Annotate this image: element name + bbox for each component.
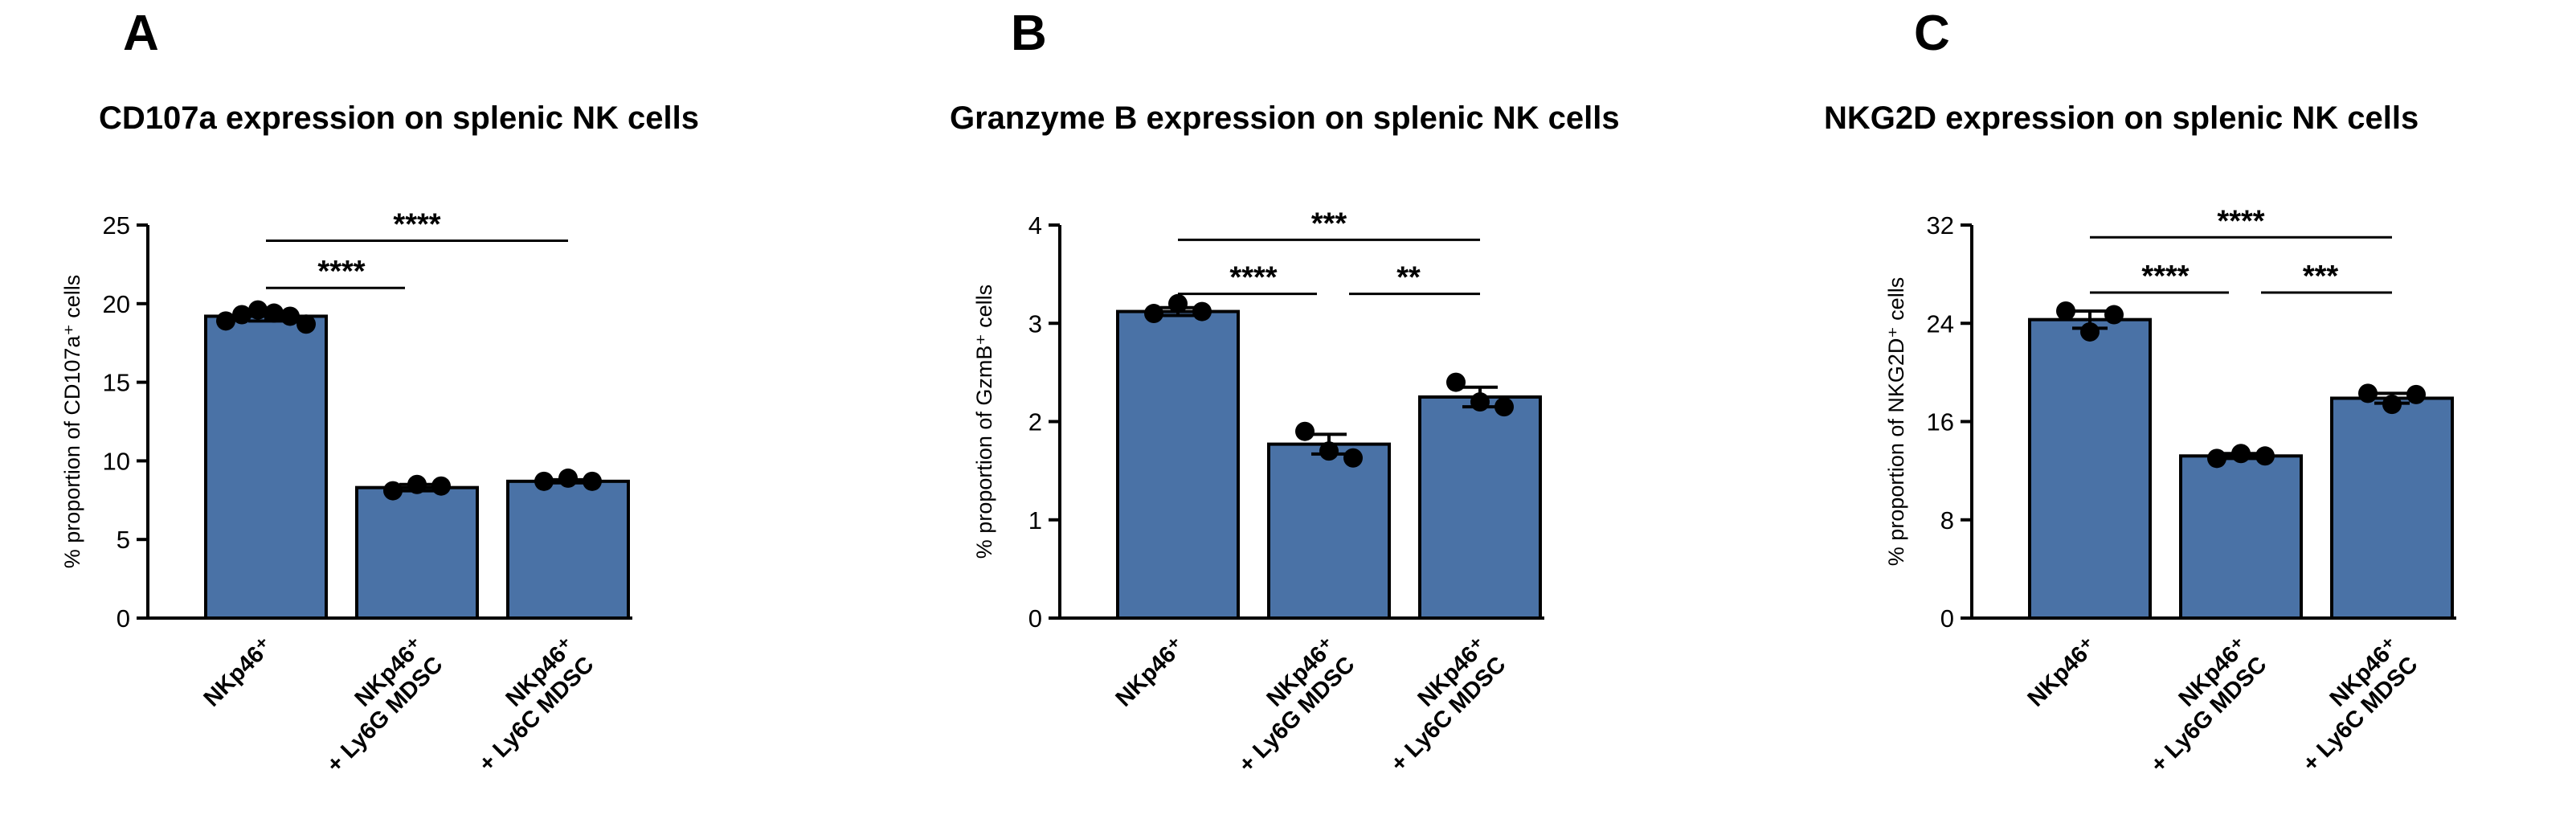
x-tick-label: NKp46⁺ [2023,633,2102,711]
y-tick-label: 2 [1028,408,1042,436]
data-point [2080,321,2100,342]
x-tick-label: NKp46⁺+ Ly6G MDSC [303,633,448,778]
data-point [1446,372,1466,392]
bar [1418,395,1542,620]
bar [355,485,479,620]
data-point [1168,293,1188,313]
data-point [216,311,235,331]
y-tick-label: 4 [1028,211,1042,240]
data-point [2255,446,2275,466]
data-point [280,306,300,326]
y-tick-label: 24 [1927,309,1954,338]
significance-label: ** [1396,261,1421,295]
panel-letter: C [1914,6,1950,61]
chart-title: CD107a expression on splenic NK cells [99,100,699,136]
data-point [1343,448,1363,468]
y-tick-label: 3 [1028,309,1042,338]
y-tick-label: 15 [103,369,130,397]
y-tick-label: 16 [1927,408,1954,436]
panel-letter: B [1011,6,1047,61]
y-tick-label: 1 [1028,506,1042,534]
y-tick-label: 0 [1940,604,1954,633]
y-axis-label: % proportion of CD107a⁺ cells [60,275,84,568]
data-point [232,305,251,325]
x-tick-label: NKp46⁺+ Ly6G MDSC [1215,633,1360,778]
x-tick-label: NKp46⁺ [199,633,278,711]
data-point [2207,448,2226,469]
chart-title: NKG2D expression on splenic NK cells [1824,100,2419,136]
data-point [383,481,403,501]
data-point [2358,383,2378,403]
x-tick-label: NKp46⁺ [1111,633,1190,711]
data-point [248,300,268,320]
data-point [583,471,602,491]
significance-label: **** [393,208,440,242]
y-tick-label: 32 [1927,211,1954,240]
data-point [1494,397,1514,417]
x-tick-label: NKp46⁺+ Ly6C MDSC [455,633,599,776]
significance-label: **** [317,255,365,289]
data-point [1192,301,1212,321]
significance-label: **** [2141,260,2189,293]
bar [506,479,630,620]
data-point [1144,304,1163,324]
bar [2179,454,2303,620]
bar [1267,442,1391,620]
data-point [2231,444,2251,464]
y-tick-label: 0 [1028,604,1042,633]
bar [204,314,328,620]
data-point [534,471,554,491]
data-point [2382,395,2402,415]
y-tick-label: 25 [103,211,130,240]
bar [2028,317,2152,620]
x-tick-label: NKp46⁺+ Ly6C MDSC [1367,633,1511,776]
data-point [407,474,427,494]
bar [2330,396,2454,620]
y-axis-label: % proportion of GzmB⁺ cells [972,285,996,559]
data-point [1470,392,1490,412]
significance-label: **** [1229,261,1277,295]
data-point [431,476,451,496]
y-tick-label: 5 [117,526,130,554]
data-point [264,303,284,323]
data-point [1319,441,1339,461]
panel-letter: A [123,6,159,61]
data-point [2104,305,2124,325]
y-tick-label: 20 [103,290,130,318]
chart-title: Granzyme B expression on splenic NK cell… [950,100,1620,136]
y-tick-label: 0 [117,604,130,633]
data-point [296,314,316,334]
y-axis-label: % proportion of NKG2D⁺ cells [1884,277,1908,566]
data-point [2056,301,2075,321]
significance-label: **** [2217,204,2264,238]
significance-label: *** [2303,260,2339,293]
data-point [1295,421,1315,441]
x-tick-label: NKp46⁺+ Ly6C MDSC [2279,633,2423,776]
bar [1116,309,1240,620]
y-tick-label: 10 [103,447,130,475]
x-tick-label: NKp46⁺+ Ly6G MDSC [2127,633,2272,778]
data-point [558,468,578,488]
y-tick-label: 8 [1940,506,1954,534]
data-point [2406,384,2426,404]
significance-label: *** [1311,207,1347,240]
